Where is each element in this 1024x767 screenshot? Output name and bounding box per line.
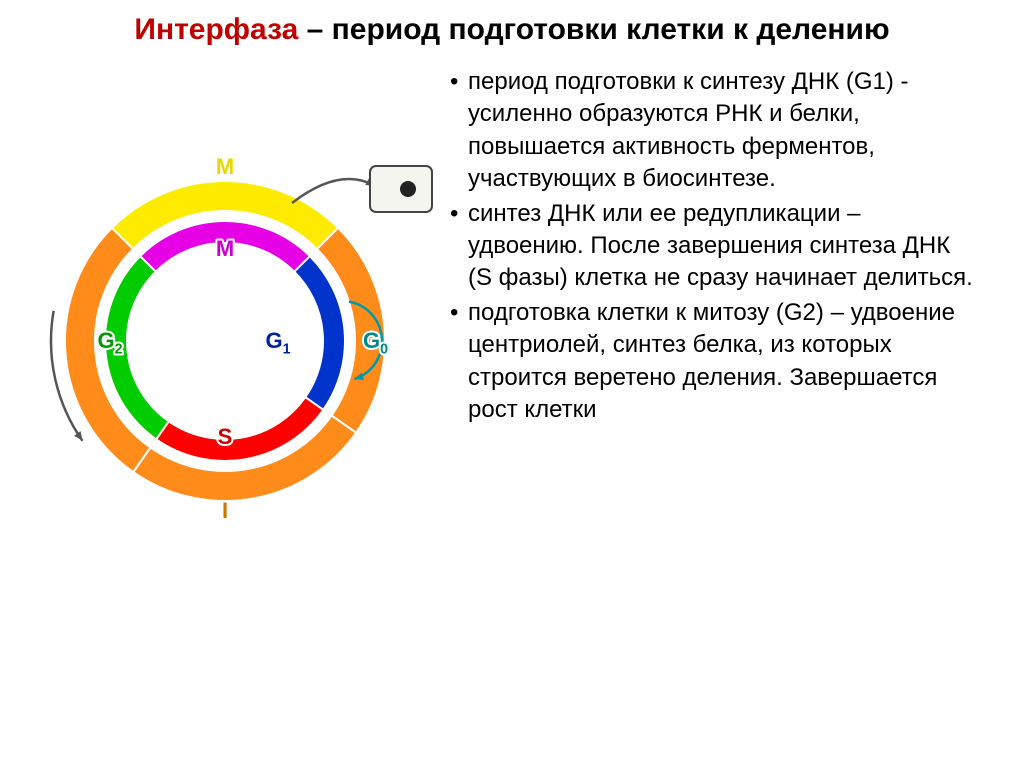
main-content: MMG0G1SG2I •период подготовки к синтезу … <box>0 56 1024 546</box>
phase-label-M: M <box>216 154 234 179</box>
bullet-text: период подготовки к синтезу ДНК (G1) - у… <box>468 66 974 196</box>
diagram-column: MMG0G1SG2I <box>20 66 440 526</box>
bullet-dot-icon: • <box>450 297 468 427</box>
bullet-item: •подготовка клетки к митозу (G2) – удвое… <box>450 297 974 427</box>
bullet-dot-icon: • <box>450 66 468 196</box>
nucleus-icon <box>400 181 416 197</box>
bullet-dot-icon: • <box>450 198 468 295</box>
bullet-item: •синтез ДНК или ее редупликации – удвоен… <box>450 198 974 295</box>
title-accent: Интерфаза <box>134 13 298 46</box>
exit-arrow <box>292 179 375 203</box>
phase-label-I: I <box>222 498 228 523</box>
phase-label-S: S <box>218 424 233 449</box>
phase-label-M: M <box>216 236 234 261</box>
title-rest: – период подготовки клетки к делению <box>298 13 889 46</box>
bullet-text: подготовка клетки к митозу (G2) – удвоен… <box>468 297 974 427</box>
cell-cycle-diagram: MMG0G1SG2I <box>40 156 410 526</box>
text-column: •период подготовки к синтезу ДНК (G1) - … <box>440 66 1004 526</box>
bullet-item: •период подготовки к синтезу ДНК (G1) - … <box>450 66 974 196</box>
bullet-text: синтез ДНК или ее редупликации – удвоени… <box>468 198 974 295</box>
page-title: Интерфаза – период подготовки клетки к д… <box>0 0 1024 56</box>
